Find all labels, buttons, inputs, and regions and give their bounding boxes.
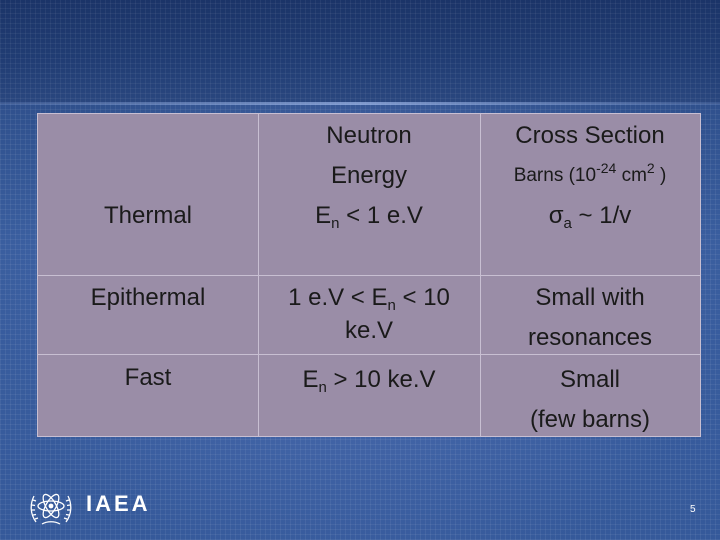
- row-epithermal-cs-line1: Small with: [535, 284, 645, 311]
- energy-symbol: E: [302, 366, 319, 393]
- header-energy-line1: Neutron: [326, 122, 412, 149]
- energy-subscript: n: [318, 379, 327, 396]
- row-epithermal-energy: 1 e.V < En < 10: [258, 278, 480, 318]
- energy-range: < 1 e.V: [339, 202, 423, 229]
- row-fast-cs-line2: (few barns): [529, 406, 651, 433]
- header-energy-line2: Energy: [330, 162, 408, 189]
- cross-section-relation: ~ 1/v: [571, 202, 632, 229]
- row-thermal-cross-section: σa ~ 1/v: [480, 196, 700, 236]
- energy-range-start: 1 e.V < E: [288, 284, 388, 311]
- header-cross-section: Cross Section: [515, 122, 665, 149]
- sigma-subscript: a: [563, 215, 572, 232]
- energy-range: > 10 ke.V: [326, 366, 436, 393]
- row-divider: [38, 275, 700, 276]
- title-band-divider: [0, 102, 720, 105]
- barns-squared: 2: [646, 160, 655, 176]
- row-thermal-name: Thermal: [103, 202, 193, 229]
- energy-symbol: E: [315, 202, 332, 229]
- header-barns-unit: Barns (10-24 cm2 ): [480, 156, 700, 196]
- row-fast-name: Fast: [124, 364, 172, 391]
- row-divider: [38, 354, 700, 355]
- energy-subscript: n: [331, 215, 340, 232]
- title-band: [0, 0, 720, 104]
- title-band-texture: [0, 0, 720, 104]
- sigma-symbol: σ: [548, 202, 564, 229]
- row-fast-energy: En > 10 ke.V: [258, 360, 480, 400]
- energy-range-end: < 10: [395, 284, 450, 311]
- row-epithermal-cs-line2: resonances: [527, 324, 653, 351]
- row-fast-cs-line1: Small: [559, 366, 620, 393]
- barns-suffix: ): [654, 165, 667, 186]
- row-epithermal-name: Epithermal: [90, 284, 206, 311]
- barns-cm: cm: [616, 165, 647, 186]
- iaea-logo-text: IAEA: [86, 491, 151, 516]
- energy-subscript: n: [387, 297, 396, 314]
- iaea-emblem-icon: [30, 493, 72, 525]
- barns-exponent: -24: [596, 160, 617, 176]
- neutron-energy-table: Neutron Energy Cross Section Barns (10-2…: [37, 113, 701, 437]
- page-number: 5: [690, 504, 696, 515]
- row-thermal-energy: En < 1 e.V: [258, 196, 480, 236]
- barns-prefix: Barns (10: [513, 165, 597, 186]
- row-epithermal-energy-unit: ke.V: [344, 317, 394, 344]
